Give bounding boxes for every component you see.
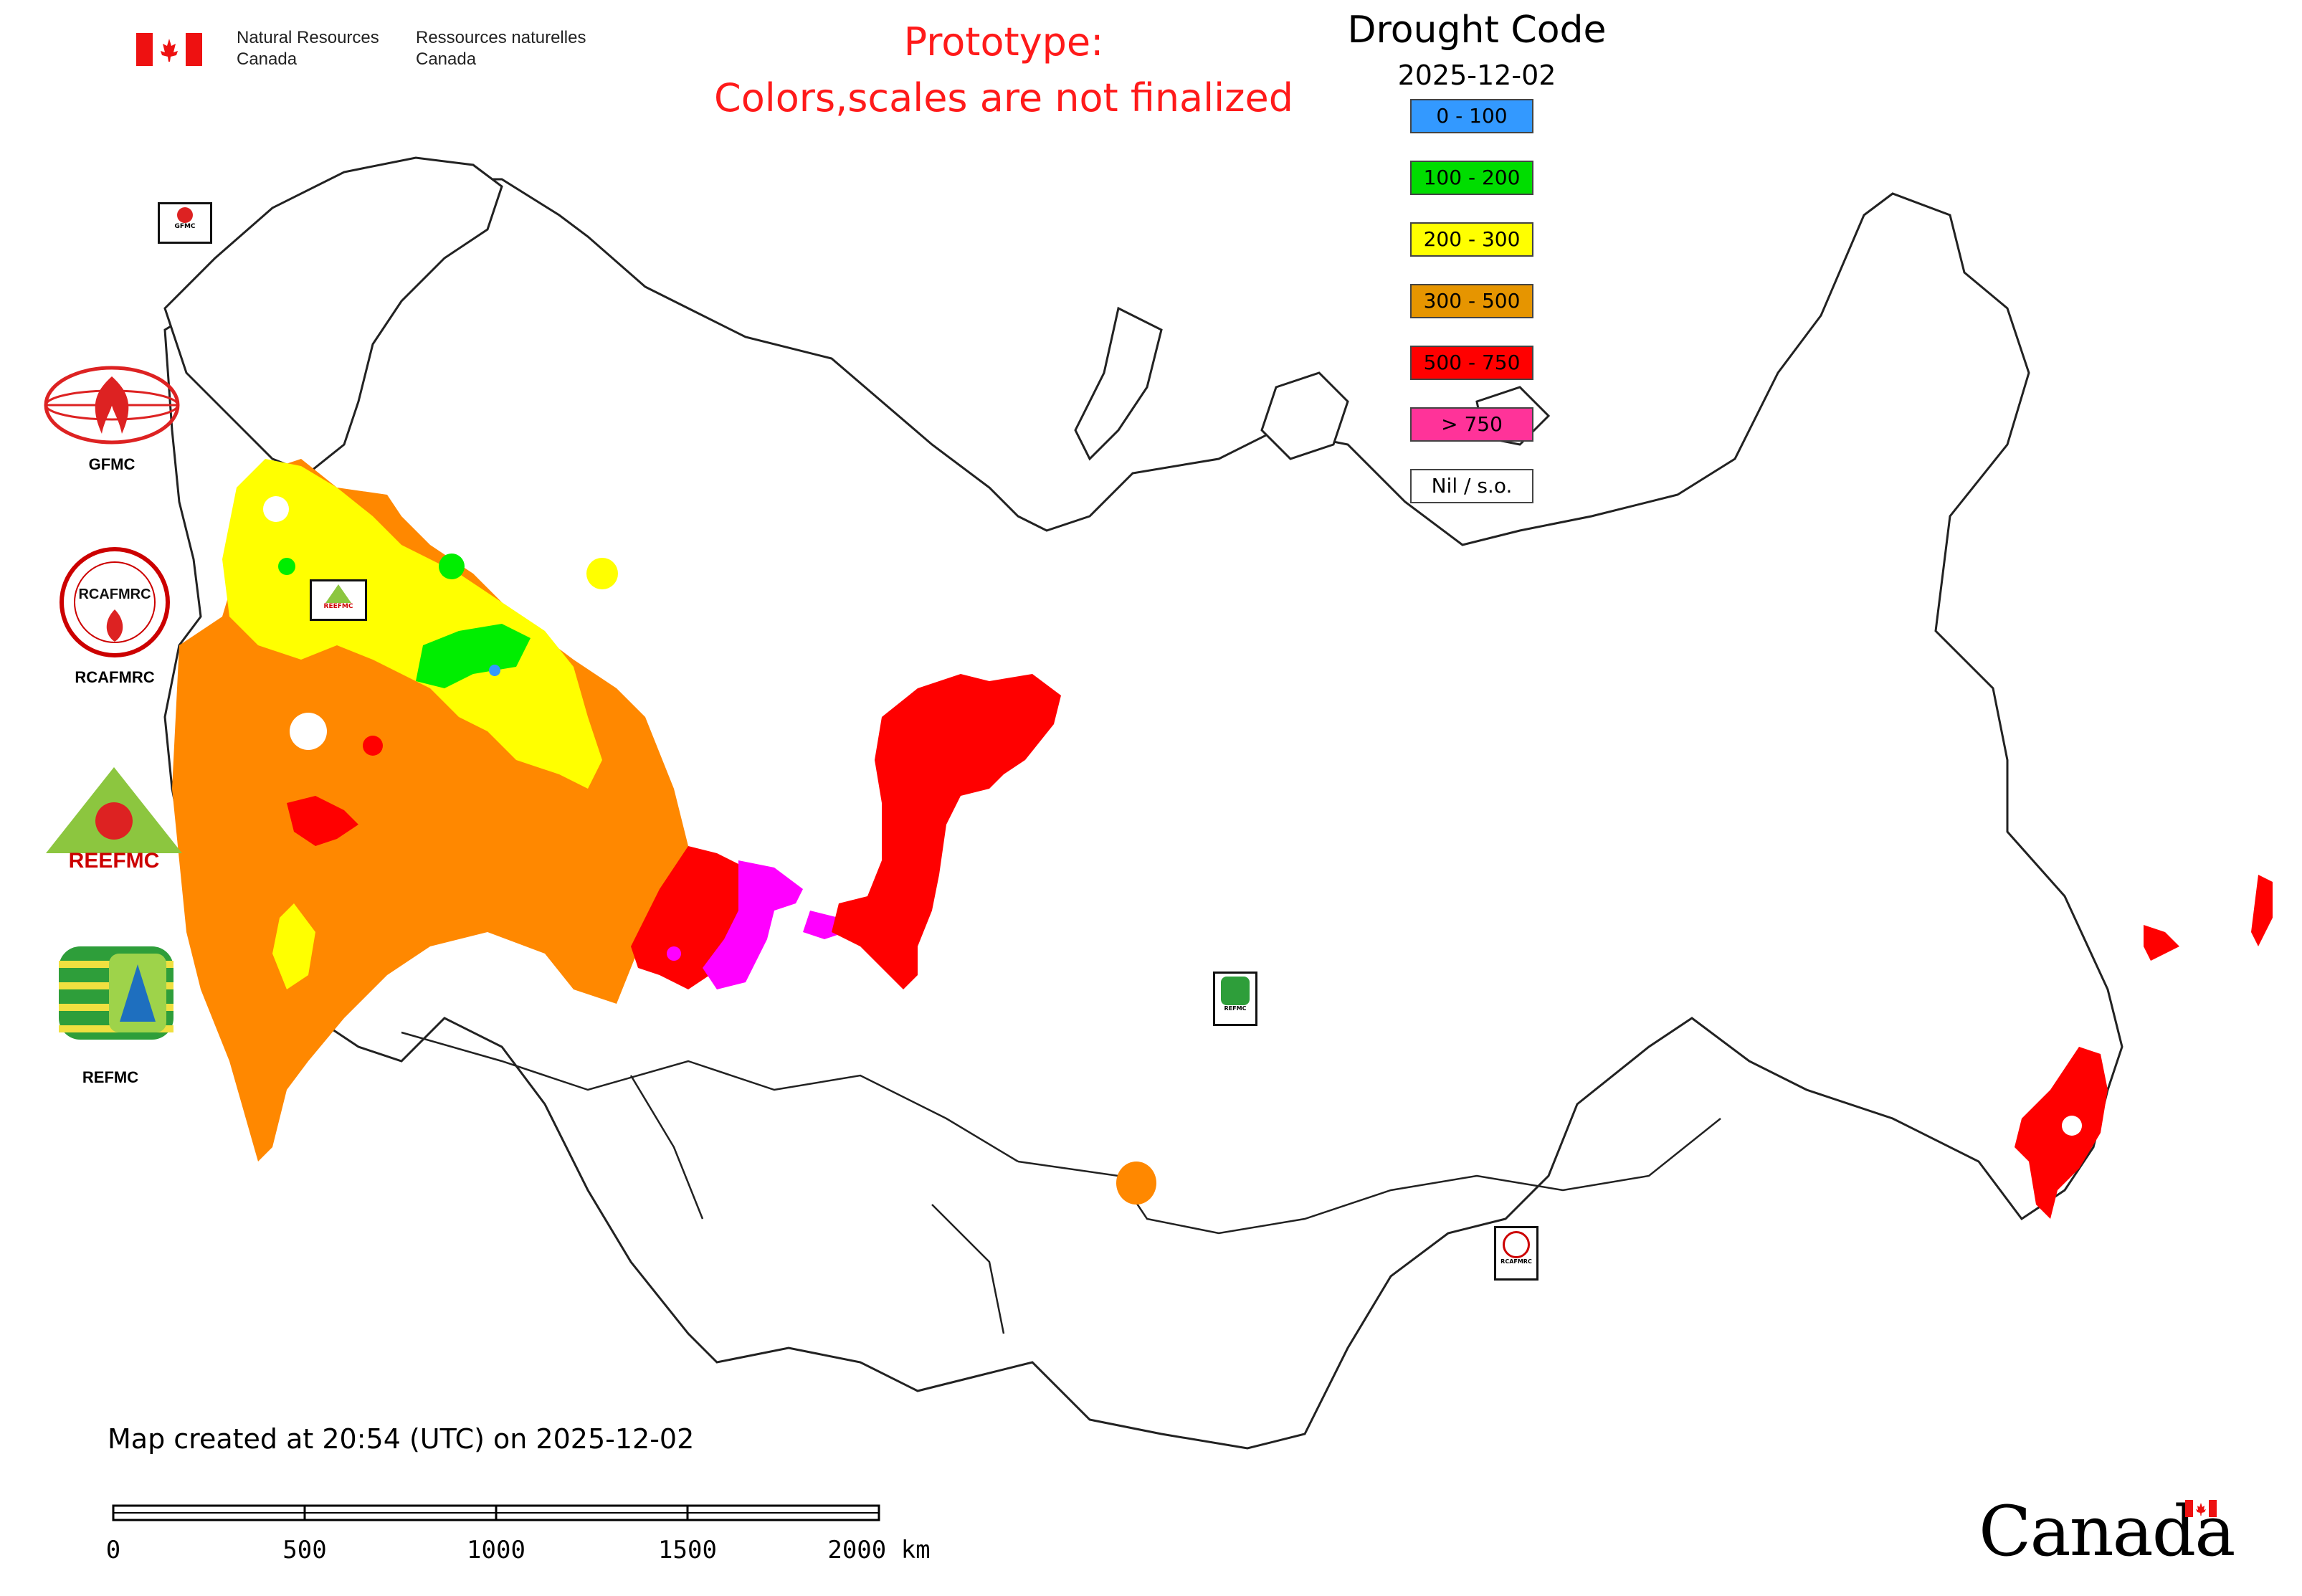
scale-bar: 0 500 1000 1500 2000 km [100,1498,1004,1577]
gfmc-marker-icon [177,207,193,223]
scandinavia-outline [163,156,503,475]
dc-region-green [416,624,531,688]
landmass-outline [163,178,2123,1450]
dc-region-yellow [222,459,602,789]
severnaya-zemlya [1260,371,1349,460]
dc-spot-green [439,554,465,579]
refmc-map-marker[interactable]: REFMC [1213,972,1257,1026]
rcafmrc-logo-icon: RCAFMRC [60,547,170,657]
department-fr: Ressources naturelles Canada [416,28,586,69]
prototype-notice: Prototype: Colors,scales are not finaliz… [609,14,1398,126]
dc-region-red-primorye [2015,1047,2108,1219]
novaya-zemlya [1074,306,1163,461]
dc-spot-white [263,496,289,522]
legend-item-nil: Nil / s.o. [1410,469,1533,503]
legend-item-500-750: 500 - 750 [1410,346,1533,380]
legend-item-0-100: 0 - 100 [1410,99,1533,133]
dc-region-red-kurils [2251,875,2273,946]
scale-label-1500: 1500 [658,1536,717,1564]
reefmc-logo-icon: REEFMC [46,767,182,871]
dc-spot-white-primorye [2062,1116,2082,1136]
svg-text:RCAFMRC: RCAFMRC [78,586,151,602]
dc-spot-white-2 [290,713,327,750]
scale-bar-graphic [112,1504,880,1521]
dc-spot-blue [489,665,500,676]
rcafmrc-map-marker[interactable]: RCAFMRC [1494,1226,1538,1281]
reefmc-map-marker[interactable]: REEFMC [310,579,367,621]
legend: Drought Code 2025-12-02 [1262,0,1692,92]
wordmark-flag-icon [2185,1500,2217,1517]
canada-flag-icon [136,33,202,66]
gfmc-marker-label: GFMC [174,223,196,230]
map-created-timestamp: Map created at 20:54 (UTC) on 2025-12-02 [108,1423,695,1455]
dc-region-yellow-south [272,903,315,989]
scale-label-500: 500 [282,1536,327,1564]
rcafmrc-marker-icon [1503,1231,1530,1258]
refmc-marker-icon [1221,977,1250,1005]
dc-spot-orange-kz [1116,1162,1156,1205]
legend-item-100-200: 100 - 200 [1410,161,1533,195]
refmc-logo-icon [59,946,173,1040]
dc-spot-green-2 [278,558,295,575]
legend-title: Drought Code [1347,9,1607,52]
legend-date: 2025-12-02 [1397,60,1556,91]
government-signature: Natural Resources Canada Ressources natu… [136,27,609,77]
scale-label-1000: 1000 [467,1536,525,1564]
reefmc-marker-icon [325,584,351,603]
rcafmrc-label: RCAFMRC [75,668,155,686]
prototype-notice-line1: Prototype: [903,19,1104,65]
legend-item-200-300: 200 - 300 [1410,222,1533,257]
dc-spot-red [363,736,383,756]
dc-region-magenta [703,860,803,989]
rcafmrc-marker-label: RCAFMRC [1500,1258,1532,1265]
refmc-label: REFMC [82,1068,139,1086]
dc-region-red-west [287,796,358,846]
dc-region-red-siberia [832,674,1061,989]
legend-item-300-500: 300 - 500 [1410,284,1533,318]
dc-region-red-sakhalin [2144,925,2179,961]
scale-label-0: 0 [105,1536,121,1564]
gfmc-map-marker[interactable]: GFMC [158,202,212,244]
reefmc-marker-label: REEFMC [323,603,353,610]
gfmc-logo-icon [44,366,180,445]
dc-spot-magenta [667,946,681,961]
department-en: Natural Resources Canada [237,28,379,69]
prototype-notice-line2: Colors,scales are not finalized [714,75,1293,120]
legend-item-over-750: > 750 [1410,407,1533,442]
refmc-marker-label: REFMC [1224,1005,1247,1012]
gfmc-label: GFMC [88,455,135,473]
scale-label-2000: 2000 km [827,1536,931,1564]
svg-text:REEFMC: REEFMC [69,849,160,871]
dc-spot-yellow [586,558,618,589]
